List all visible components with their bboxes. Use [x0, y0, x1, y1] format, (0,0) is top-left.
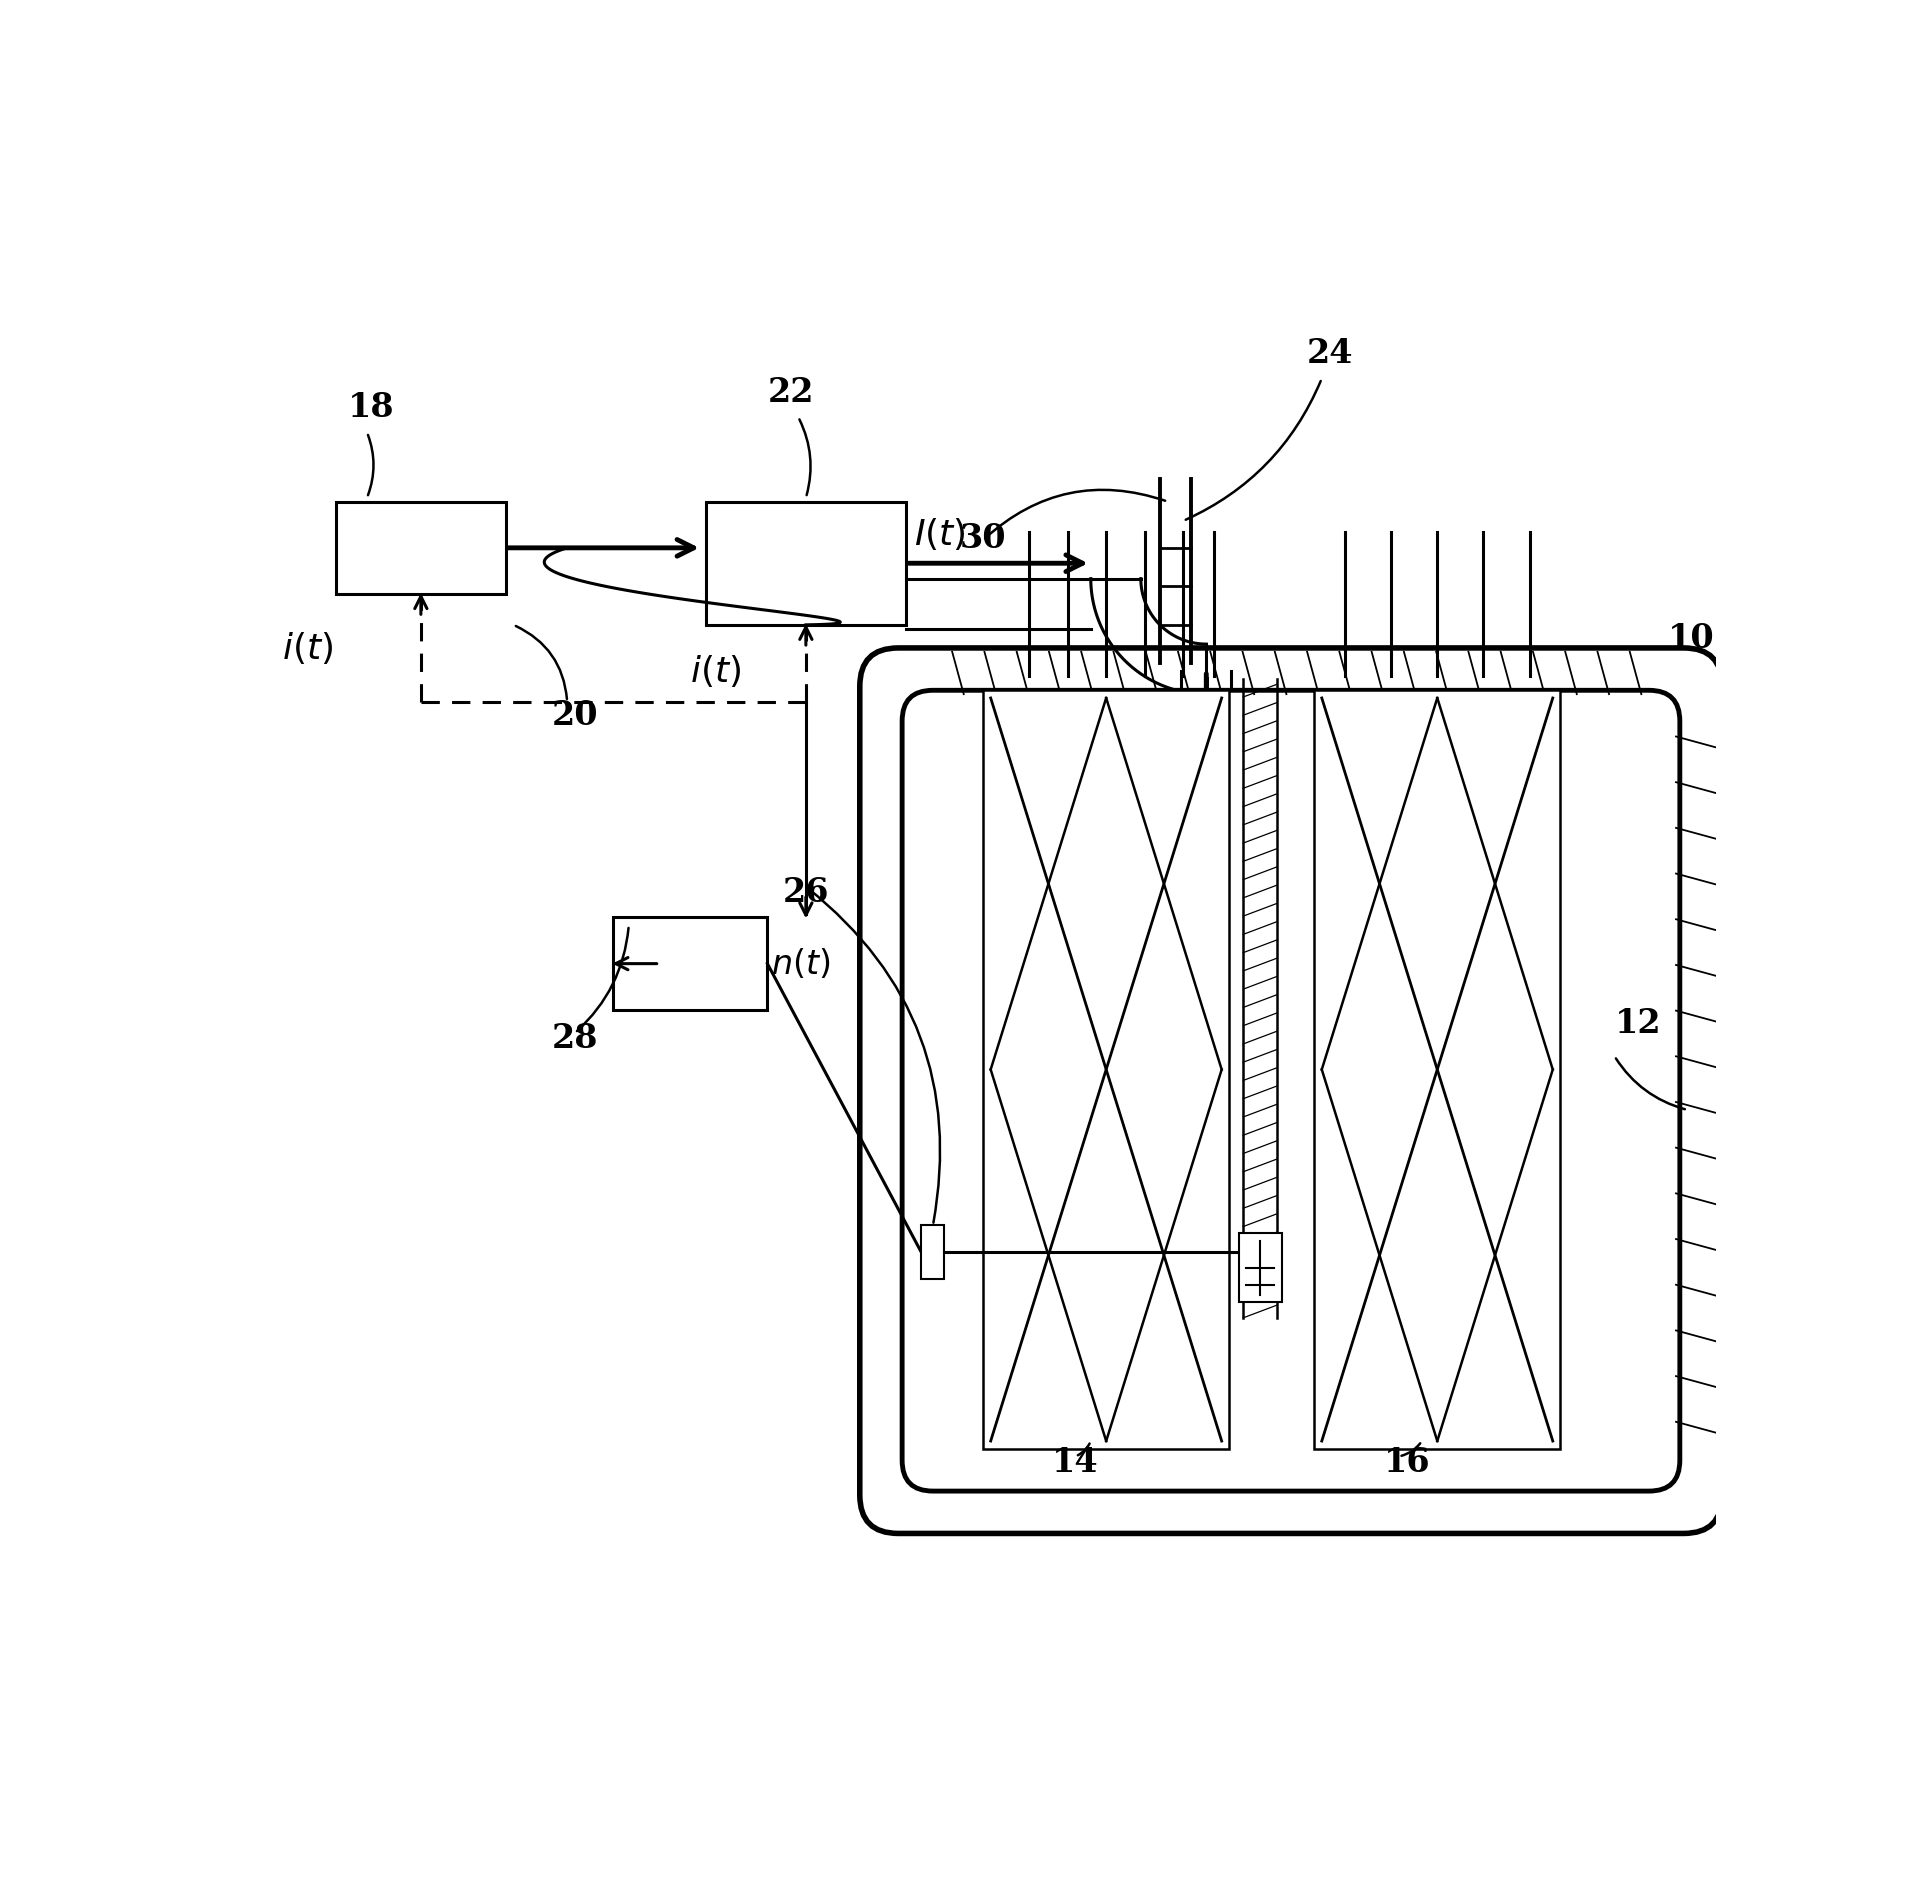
Bar	[922, 1225, 945, 1280]
Text: 24: 24	[1306, 337, 1354, 370]
Text: $n(t)$: $n(t)$	[771, 946, 830, 980]
Bar	[614, 918, 767, 1011]
Text: 22: 22	[767, 375, 815, 408]
FancyBboxPatch shape	[902, 690, 1681, 1490]
Bar	[706, 502, 906, 626]
Bar	[337, 502, 505, 593]
Text: 18: 18	[348, 391, 394, 425]
Text: 16: 16	[1384, 1447, 1430, 1479]
Text: 28: 28	[553, 1022, 598, 1056]
Bar	[1314, 690, 1560, 1449]
Text: 26: 26	[782, 876, 830, 908]
Text: $i(t)$: $i(t)$	[283, 629, 333, 665]
FancyBboxPatch shape	[860, 648, 1723, 1534]
Text: 14: 14	[1052, 1447, 1099, 1479]
Text: $i(t)$: $i(t)$	[690, 652, 742, 688]
Text: 10: 10	[1669, 622, 1715, 654]
Text: 30: 30	[960, 521, 1006, 556]
Bar	[1239, 1232, 1281, 1303]
Text: 12: 12	[1614, 1007, 1662, 1039]
Text: $I(t)$: $I(t)$	[914, 516, 966, 552]
Bar	[983, 690, 1229, 1449]
Text: 20: 20	[553, 700, 598, 732]
